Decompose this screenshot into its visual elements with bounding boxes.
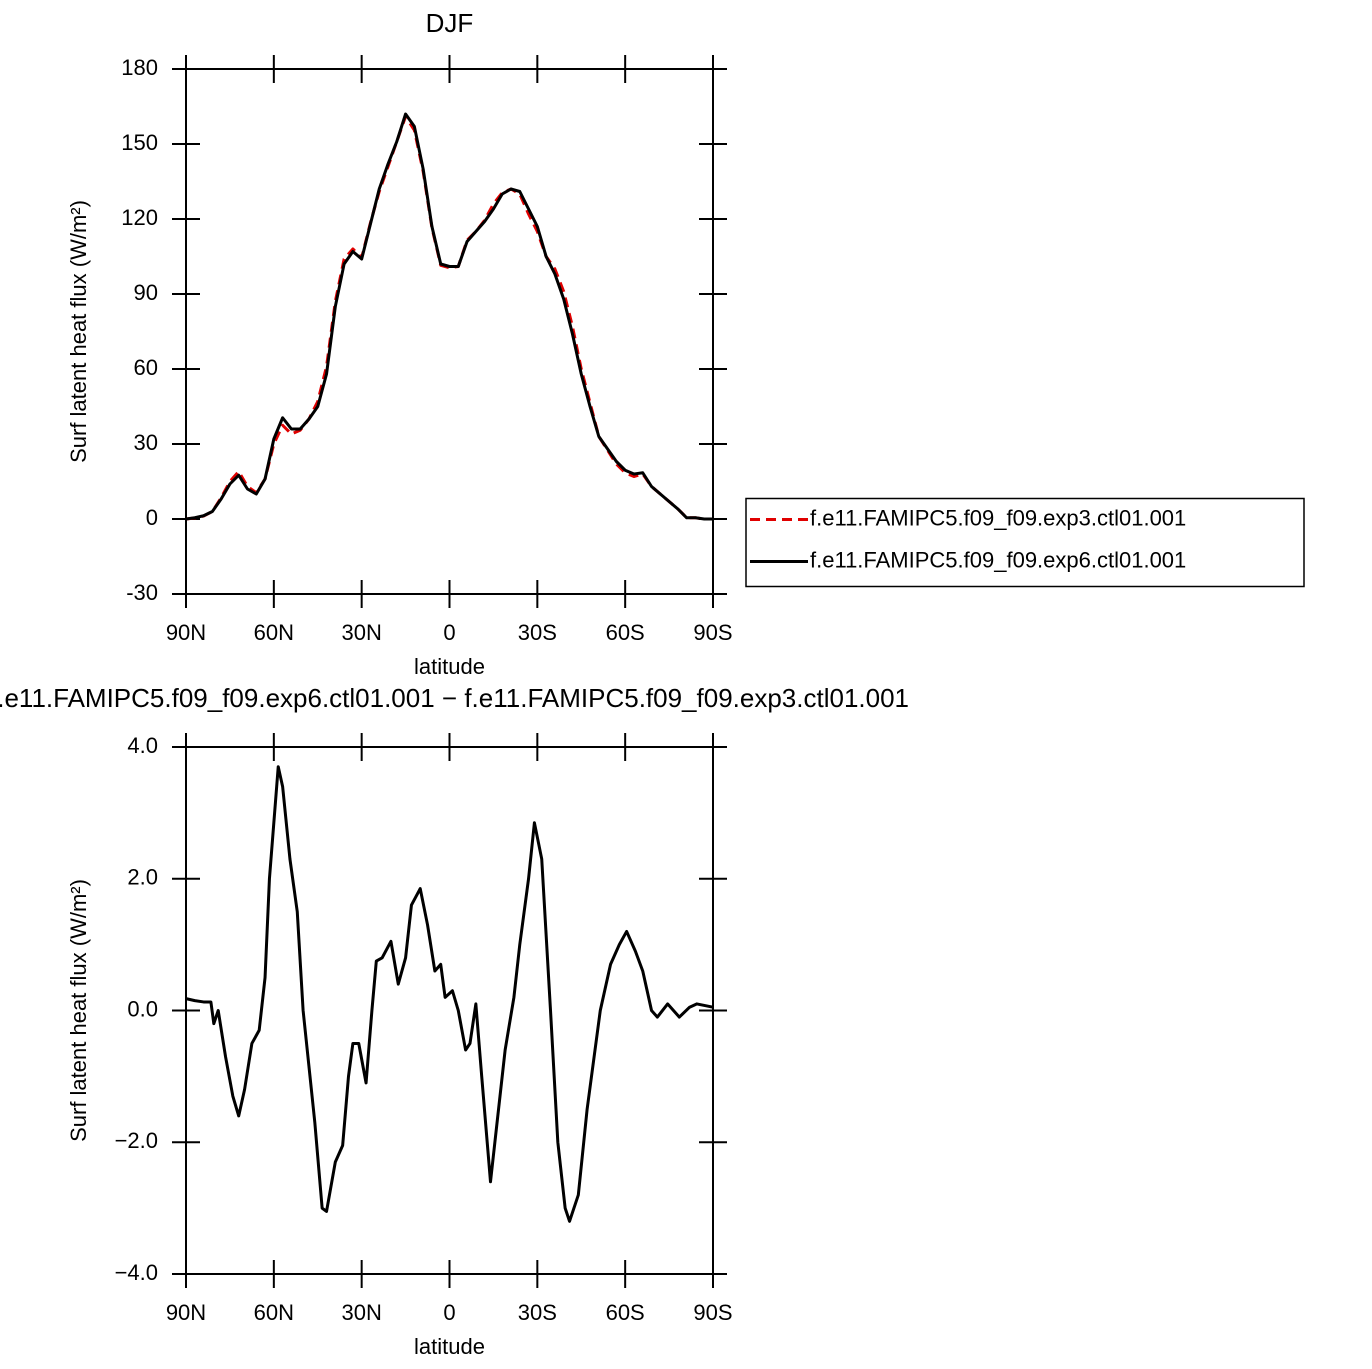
y-tick-label: 150: [121, 130, 158, 155]
x-tick-label: 30S: [518, 1300, 557, 1325]
x-tick-label: 60N: [254, 620, 294, 645]
x-tick-label: 90N: [166, 1300, 206, 1325]
chart-title: f.e11.FAMIPC5.f09_f09.exp6.ctl01.001 − f…: [0, 683, 909, 713]
y-tick-label: 0: [146, 505, 158, 530]
x-tick-label: 60S: [606, 620, 645, 645]
y-tick-label: 60: [134, 355, 158, 380]
y-axis-label: Surf latent heat flux (W/m²): [66, 879, 91, 1142]
y-tick-label: −2.0: [115, 1128, 158, 1153]
x-tick-label: 30N: [341, 620, 381, 645]
data-line: [185, 112, 713, 521]
y-axis-label: Surf latent heat flux (W/m²): [66, 200, 91, 463]
x-tick-label: 90S: [693, 620, 732, 645]
y-tick-label: 120: [121, 205, 158, 230]
x-axis-label: latitude: [414, 1334, 485, 1359]
y-tick-label: 2.0: [127, 865, 158, 890]
y-tick-label: 180: [121, 55, 158, 80]
x-tick-label: 60S: [606, 1300, 645, 1325]
chart-title: DJF: [426, 8, 474, 38]
y-tick-label: 30: [134, 430, 158, 455]
legend-box: [745, 497, 1305, 588]
x-tick-label: 30S: [518, 620, 557, 645]
y-tick-label: -30: [126, 580, 158, 605]
x-tick-label: 60N: [254, 1300, 294, 1325]
data-line: [185, 115, 713, 521]
x-tick-label: 90N: [166, 620, 206, 645]
legend-label: f.e11.FAMIPC5.f09_f09.exp3.ctl01.001: [810, 505, 1186, 530]
plot-frame: [185, 68, 714, 595]
y-tick-label: 90: [134, 280, 158, 305]
plot-frame: [185, 746, 714, 1275]
y-tick-label: −4.0: [115, 1260, 158, 1285]
x-axis-label: latitude: [414, 654, 485, 679]
x-tick-label: 0: [443, 620, 455, 645]
x-tick-label: 90S: [693, 1300, 732, 1325]
y-tick-label: 4.0: [127, 733, 158, 758]
legend-label: f.e11.FAMIPC5.f09_f09.exp6.ctl01.001: [810, 547, 1186, 572]
data-line: [185, 765, 714, 1223]
plot: f.e11.FAMIPC5.f09_f09.exp6.ctl01.001 − f…: [0, 683, 909, 1359]
y-tick-label: 0.0: [127, 996, 158, 1021]
plot: DJF latitude Surf latent heat flux (W/m²) -…: [66, 8, 1305, 679]
x-tick-label: 30N: [341, 1300, 381, 1325]
x-tick-label: 0: [443, 1300, 455, 1325]
legend: f.e11.FAMIPC5.f09_f09.exp3.ctl01.001 f.e1…: [745, 497, 1305, 588]
